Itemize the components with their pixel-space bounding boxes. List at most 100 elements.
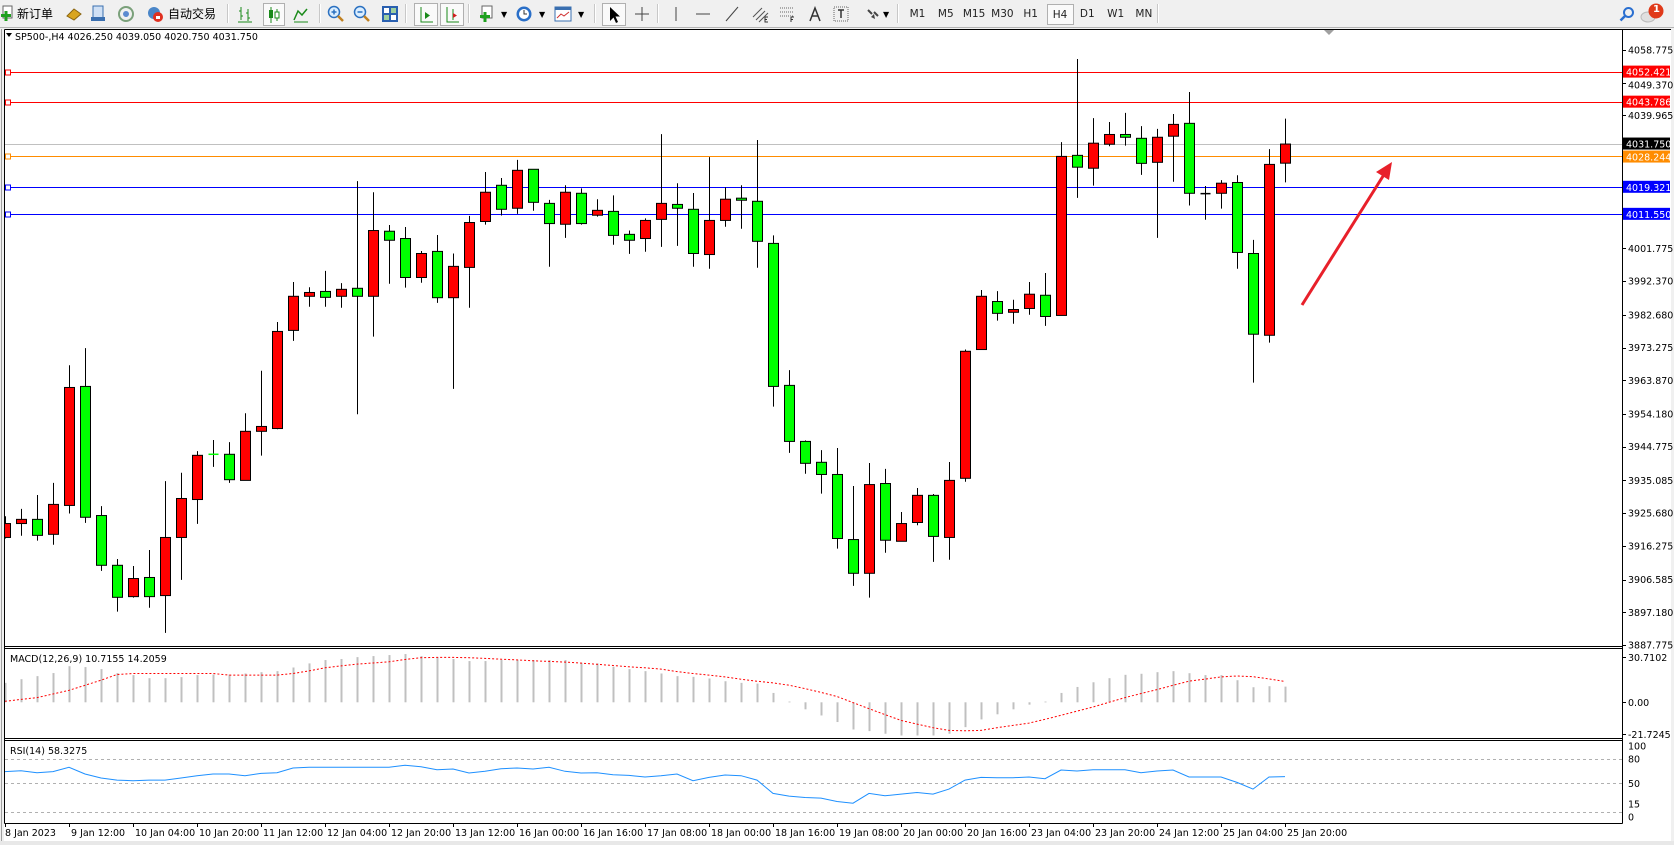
candle (656, 134, 667, 247)
candle-body (5, 523, 11, 538)
cursor-icon[interactable] (602, 3, 626, 26)
zoom-out-icon[interactable] (352, 3, 372, 24)
level-anchor-handle[interactable] (5, 184, 11, 191)
candle-body (1040, 294, 1051, 317)
signals-icon[interactable] (116, 3, 136, 24)
trendline-icon[interactable] (723, 3, 741, 24)
macd-histogram-bar (452, 659, 455, 703)
indicators-icon[interactable] (478, 3, 498, 24)
axes: 4058.775 4052.421 4049.370 4043.786 4039.965… (5, 46, 1673, 839)
candle-body (272, 330, 283, 430)
vertical-line-icon[interactable] (667, 3, 685, 24)
macd-histogram-bar (900, 702, 903, 736)
crosshair-icon[interactable] (632, 3, 652, 24)
price-pane[interactable] (1, 58, 1623, 633)
macd-scale-label: 30.7102 (1628, 653, 1667, 664)
timeframe-m5-button[interactable]: M5 (937, 7, 954, 20)
macd-histogram-bar (340, 659, 343, 703)
candle-body (1248, 252, 1259, 335)
timeframe-m30-button[interactable]: M30 (991, 7, 1014, 20)
time-tick-label: 12 Jan 04:00 (327, 828, 387, 839)
periods-icon[interactable] (514, 3, 534, 24)
candle (1248, 239, 1259, 383)
candle-body (624, 233, 635, 241)
macd-histogram-bar (244, 673, 247, 703)
candle-body (656, 202, 667, 220)
macd-histogram-bar (308, 663, 311, 703)
candle (832, 448, 843, 549)
fibonacci-icon[interactable] (777, 3, 797, 24)
macd-histogram-bar (1044, 701, 1047, 703)
equidistant-channel-icon[interactable] (751, 3, 771, 24)
text-label-icon[interactable] (832, 3, 850, 24)
candle-body (768, 242, 779, 387)
candle-body (400, 238, 411, 279)
autoscroll-icon[interactable] (414, 3, 438, 26)
level-anchor-handle[interactable] (5, 99, 11, 106)
candle-body (640, 219, 651, 240)
candlestick-icon[interactable] (263, 3, 285, 26)
indicators-dropdown-icon[interactable]: ▼ (501, 10, 508, 19)
periods-dropdown-icon[interactable]: ▼ (539, 10, 546, 19)
market-watch-icon[interactable] (88, 3, 108, 24)
time-tick-label: 16 Jan 16:00 (583, 828, 643, 839)
auto-trading-button[interactable]: 自动交易 (167, 7, 216, 21)
timeframe-m15-button[interactable]: M15 (962, 7, 986, 20)
new-order-icon[interactable] (1, 3, 15, 24)
timeframe-h1-button[interactable]: H1 (1023, 7, 1038, 20)
candle-body (928, 494, 939, 537)
candle (1168, 113, 1179, 182)
macd-histogram-bar (756, 683, 759, 703)
annotation-arrow[interactable] (1300, 162, 1392, 306)
collapse-triangle-icon[interactable] (6, 33, 12, 37)
timeframe-m1-button[interactable]: M1 (909, 7, 926, 20)
timeframe-w1-button[interactable]: W1 (1107, 7, 1125, 20)
level-anchor-handle[interactable] (5, 69, 11, 76)
search-icon[interactable] (1618, 3, 1636, 24)
pane-frames (0, 29, 1674, 845)
macd-histogram-bar (1188, 673, 1191, 703)
templates-icon[interactable] (553, 3, 573, 24)
macd-signal-line (4, 656, 1286, 732)
macd-histogram-bar (612, 666, 615, 703)
time-tick-label: 25 Jan 04:00 (1223, 828, 1283, 839)
macd-histogram-bar (420, 656, 423, 703)
macd-histogram-bar (164, 678, 167, 703)
candle (816, 450, 827, 494)
price-level-tag (1623, 150, 1670, 163)
level-anchor-handle[interactable] (5, 153, 11, 160)
time-tick-label: 10 Jan 04:00 (135, 828, 195, 839)
text-icon[interactable] (806, 3, 824, 24)
tile-windows-icon[interactable] (380, 3, 400, 24)
zoom-in-icon[interactable] (326, 3, 346, 24)
auto-trading-icon[interactable] (145, 3, 165, 24)
timeframe-mn-button[interactable]: MN (1135, 7, 1153, 20)
macd-histogram-bar (4, 682, 7, 703)
arrows-icon[interactable] (864, 3, 882, 24)
macd-histogram-bar (116, 673, 119, 703)
line-chart-icon[interactable] (292, 3, 310, 24)
time-tick-label: 20 Jan 00:00 (903, 828, 963, 839)
candle-body (608, 210, 619, 236)
candle (1072, 58, 1083, 198)
chart-shift-marker-icon[interactable] (1324, 30, 1334, 35)
bar-chart-icon[interactable] (236, 3, 254, 24)
price-tick-label: 4058.775 (1628, 46, 1673, 57)
arrows-dropdown-icon[interactable]: ▼ (883, 10, 890, 19)
horizontal-line-icon[interactable] (694, 3, 712, 24)
candle (320, 270, 331, 307)
notifications-icon[interactable]: 1 (1639, 3, 1667, 24)
macd-pane[interactable] (4, 654, 1287, 736)
templates-dropdown-icon[interactable]: ▼ (578, 10, 585, 19)
level-anchor-handle[interactable] (5, 211, 11, 218)
candle (672, 183, 683, 246)
macd-histogram-bar (1172, 671, 1175, 703)
rsi-pane[interactable] (4, 759, 1622, 813)
chart-shift-icon[interactable] (440, 3, 464, 26)
gold-icon[interactable] (64, 3, 84, 24)
timeframe-d1-button[interactable]: D1 (1079, 7, 1095, 20)
new-order-button[interactable]: 新订单 (16, 7, 53, 21)
price-tick-label: 3992.370 (1628, 277, 1673, 288)
timeframe-h4-button[interactable]: H4 (1046, 4, 1074, 25)
